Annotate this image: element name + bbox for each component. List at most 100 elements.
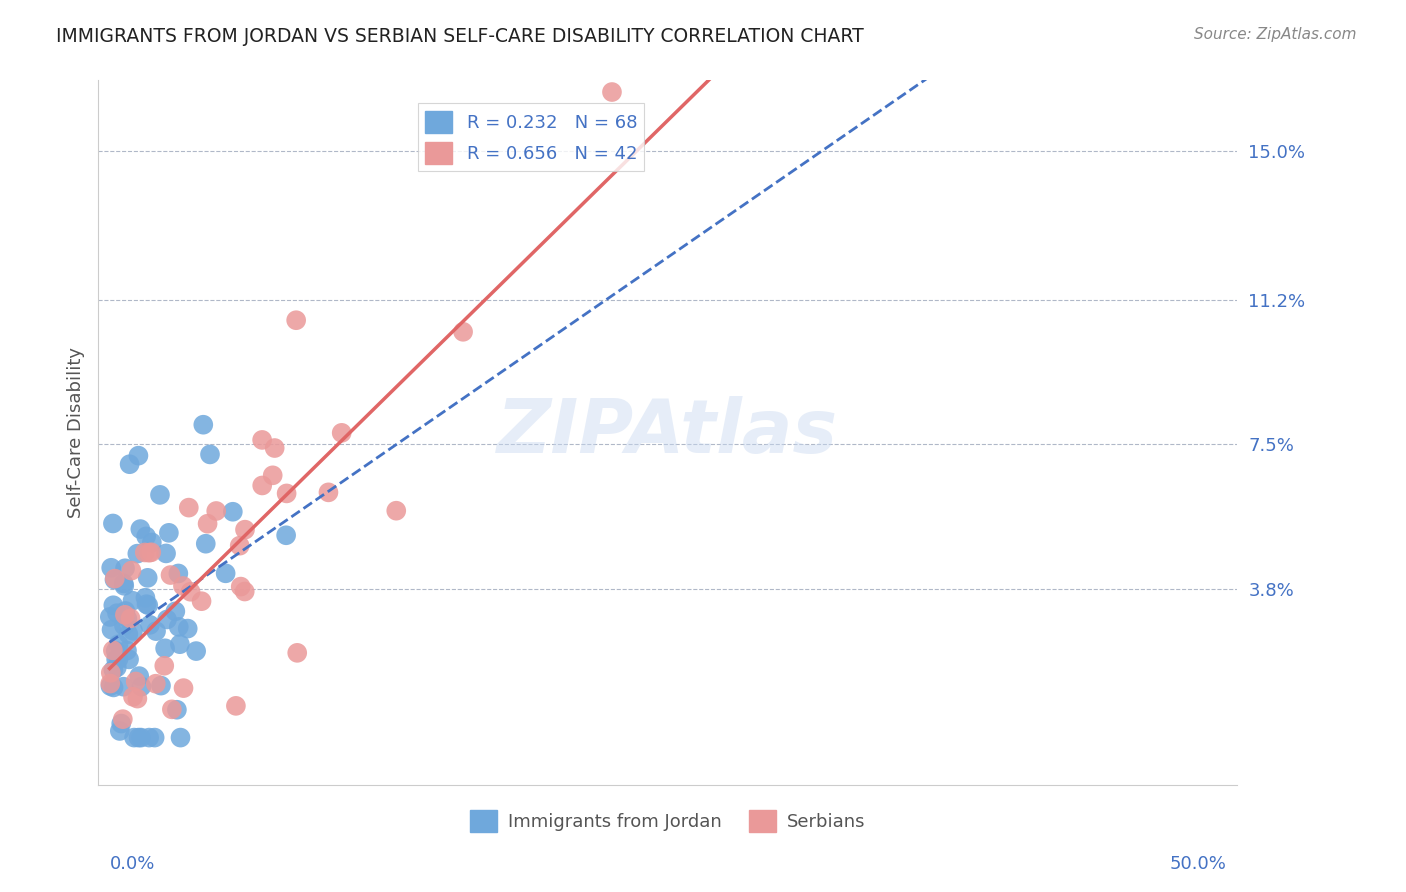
Point [233, 523, 256, 537]
Point [229, 580, 252, 594]
Text: Source: ZipAtlas.com: Source: ZipAtlas.com [1194, 27, 1357, 42]
Point [143, 731, 166, 745]
Point [177, 500, 200, 515]
Point [105, 606, 128, 620]
Point [141, 535, 163, 549]
Point [111, 712, 134, 726]
Point [134, 545, 156, 559]
Point [129, 522, 152, 536]
Point [222, 505, 245, 519]
Point [385, 504, 408, 518]
Point [122, 731, 145, 745]
Point [112, 576, 135, 591]
Point [180, 584, 202, 599]
Point [103, 681, 125, 695]
Point [159, 568, 181, 582]
Point [167, 566, 190, 581]
Point [122, 624, 145, 638]
Point [128, 669, 150, 683]
Point [263, 441, 285, 455]
Point [153, 658, 176, 673]
Point [141, 545, 163, 559]
Point [225, 698, 247, 713]
Point [114, 604, 136, 618]
Point [131, 680, 153, 694]
Point [136, 571, 159, 585]
Point [117, 627, 139, 641]
Point [103, 663, 125, 677]
Point [101, 516, 124, 531]
Point [228, 539, 250, 553]
Point [145, 624, 167, 639]
Point [112, 579, 135, 593]
Point [105, 660, 128, 674]
Point [112, 680, 135, 694]
Point [190, 594, 212, 608]
Text: 0.0%: 0.0% [110, 855, 155, 873]
Point [114, 607, 136, 622]
Point [198, 447, 221, 461]
Point [135, 529, 157, 543]
Point [120, 611, 142, 625]
Point [100, 665, 122, 680]
Point [250, 433, 273, 447]
Text: ZIPAtlas: ZIPAtlas [498, 396, 838, 469]
Point [135, 597, 157, 611]
Point [129, 731, 152, 745]
Point [138, 731, 160, 745]
Text: IMMIGRANTS FROM JORDAN VS SERBIAN SELF-CARE DISABILITY CORRELATION CHART: IMMIGRANTS FROM JORDAN VS SERBIAN SELF-C… [56, 27, 865, 45]
Point [177, 622, 200, 636]
Point [167, 620, 190, 634]
Point [117, 612, 139, 626]
Point [125, 674, 148, 689]
Point [100, 561, 122, 575]
Point [118, 457, 141, 471]
Point [330, 425, 353, 440]
Point [104, 572, 127, 586]
Legend: Immigrants from Jordan, Serbians: Immigrants from Jordan, Serbians [463, 803, 873, 839]
Point [139, 617, 162, 632]
Point [233, 584, 256, 599]
Point [169, 731, 191, 745]
Point [121, 593, 143, 607]
Point [451, 325, 474, 339]
Point [104, 644, 127, 658]
Point [107, 637, 129, 651]
Point [115, 643, 138, 657]
Point [108, 723, 131, 738]
Point [318, 485, 340, 500]
Point [165, 604, 187, 618]
Y-axis label: Self-Care Disability: Self-Care Disability [66, 347, 84, 518]
Point [127, 691, 149, 706]
Point [134, 591, 156, 605]
Point [149, 488, 172, 502]
Point [205, 504, 228, 518]
Point [105, 652, 128, 666]
Point [173, 681, 195, 695]
Point [98, 610, 121, 624]
Point [276, 486, 298, 500]
Point [103, 599, 125, 613]
Point [153, 641, 176, 656]
Point [118, 652, 141, 666]
Point [250, 478, 273, 492]
Point [285, 313, 308, 327]
Point [156, 612, 179, 626]
Point [128, 731, 150, 745]
Point [107, 652, 129, 666]
Point [150, 679, 173, 693]
Point [98, 676, 121, 690]
Point [136, 598, 159, 612]
Point [172, 579, 194, 593]
Point [127, 547, 149, 561]
Point [157, 525, 180, 540]
Point [193, 417, 215, 432]
Point [145, 676, 167, 690]
Point [285, 646, 308, 660]
Point [114, 561, 136, 575]
Point [169, 637, 191, 651]
Point [600, 85, 623, 99]
Point [120, 564, 142, 578]
Point [103, 573, 125, 587]
Point [276, 528, 298, 542]
